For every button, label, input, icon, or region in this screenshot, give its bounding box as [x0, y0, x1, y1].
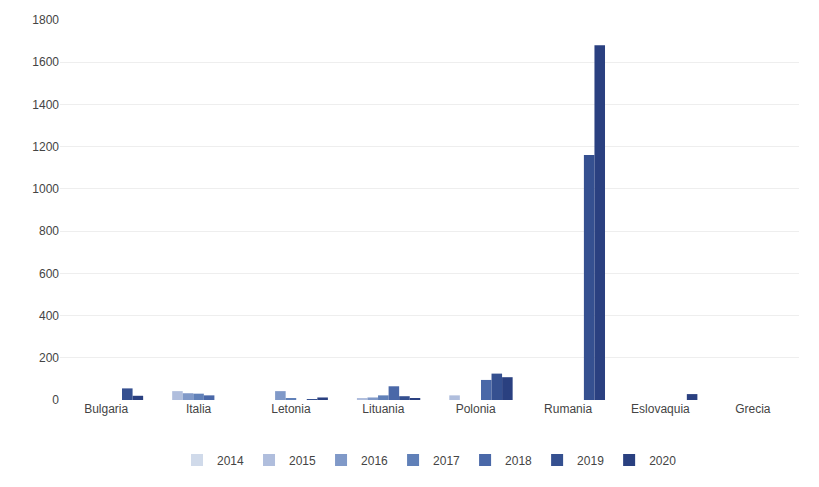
svg-text:1200: 1200 — [32, 140, 59, 154]
svg-text:2018: 2018 — [505, 454, 532, 468]
svg-text:Eslovaquia: Eslovaquia — [631, 402, 690, 416]
svg-text:2017: 2017 — [433, 454, 460, 468]
svg-text:2020: 2020 — [649, 454, 676, 468]
svg-text:1600: 1600 — [32, 55, 59, 69]
svg-text:800: 800 — [39, 224, 59, 238]
svg-text:400: 400 — [39, 309, 59, 323]
svg-text:2019: 2019 — [577, 454, 604, 468]
svg-text:600: 600 — [39, 267, 59, 281]
svg-text:Rumania: Rumania — [544, 402, 592, 416]
svg-text:2016: 2016 — [361, 454, 388, 468]
svg-text:Grecia: Grecia — [735, 402, 771, 416]
svg-text:1000: 1000 — [32, 182, 59, 196]
svg-text:1400: 1400 — [32, 98, 59, 112]
svg-text:Lituania: Lituania — [362, 402, 404, 416]
svg-text:2014: 2014 — [217, 454, 244, 468]
svg-text:Polonia: Polonia — [456, 402, 496, 416]
svg-text:Letonia: Letonia — [271, 402, 311, 416]
svg-text:200: 200 — [39, 351, 59, 365]
svg-text:0: 0 — [52, 393, 59, 407]
svg-text:2015: 2015 — [289, 454, 316, 468]
svg-text:1800: 1800 — [32, 13, 59, 27]
svg-text:Bulgaria: Bulgaria — [84, 402, 128, 416]
svg-text:Italia: Italia — [186, 402, 212, 416]
